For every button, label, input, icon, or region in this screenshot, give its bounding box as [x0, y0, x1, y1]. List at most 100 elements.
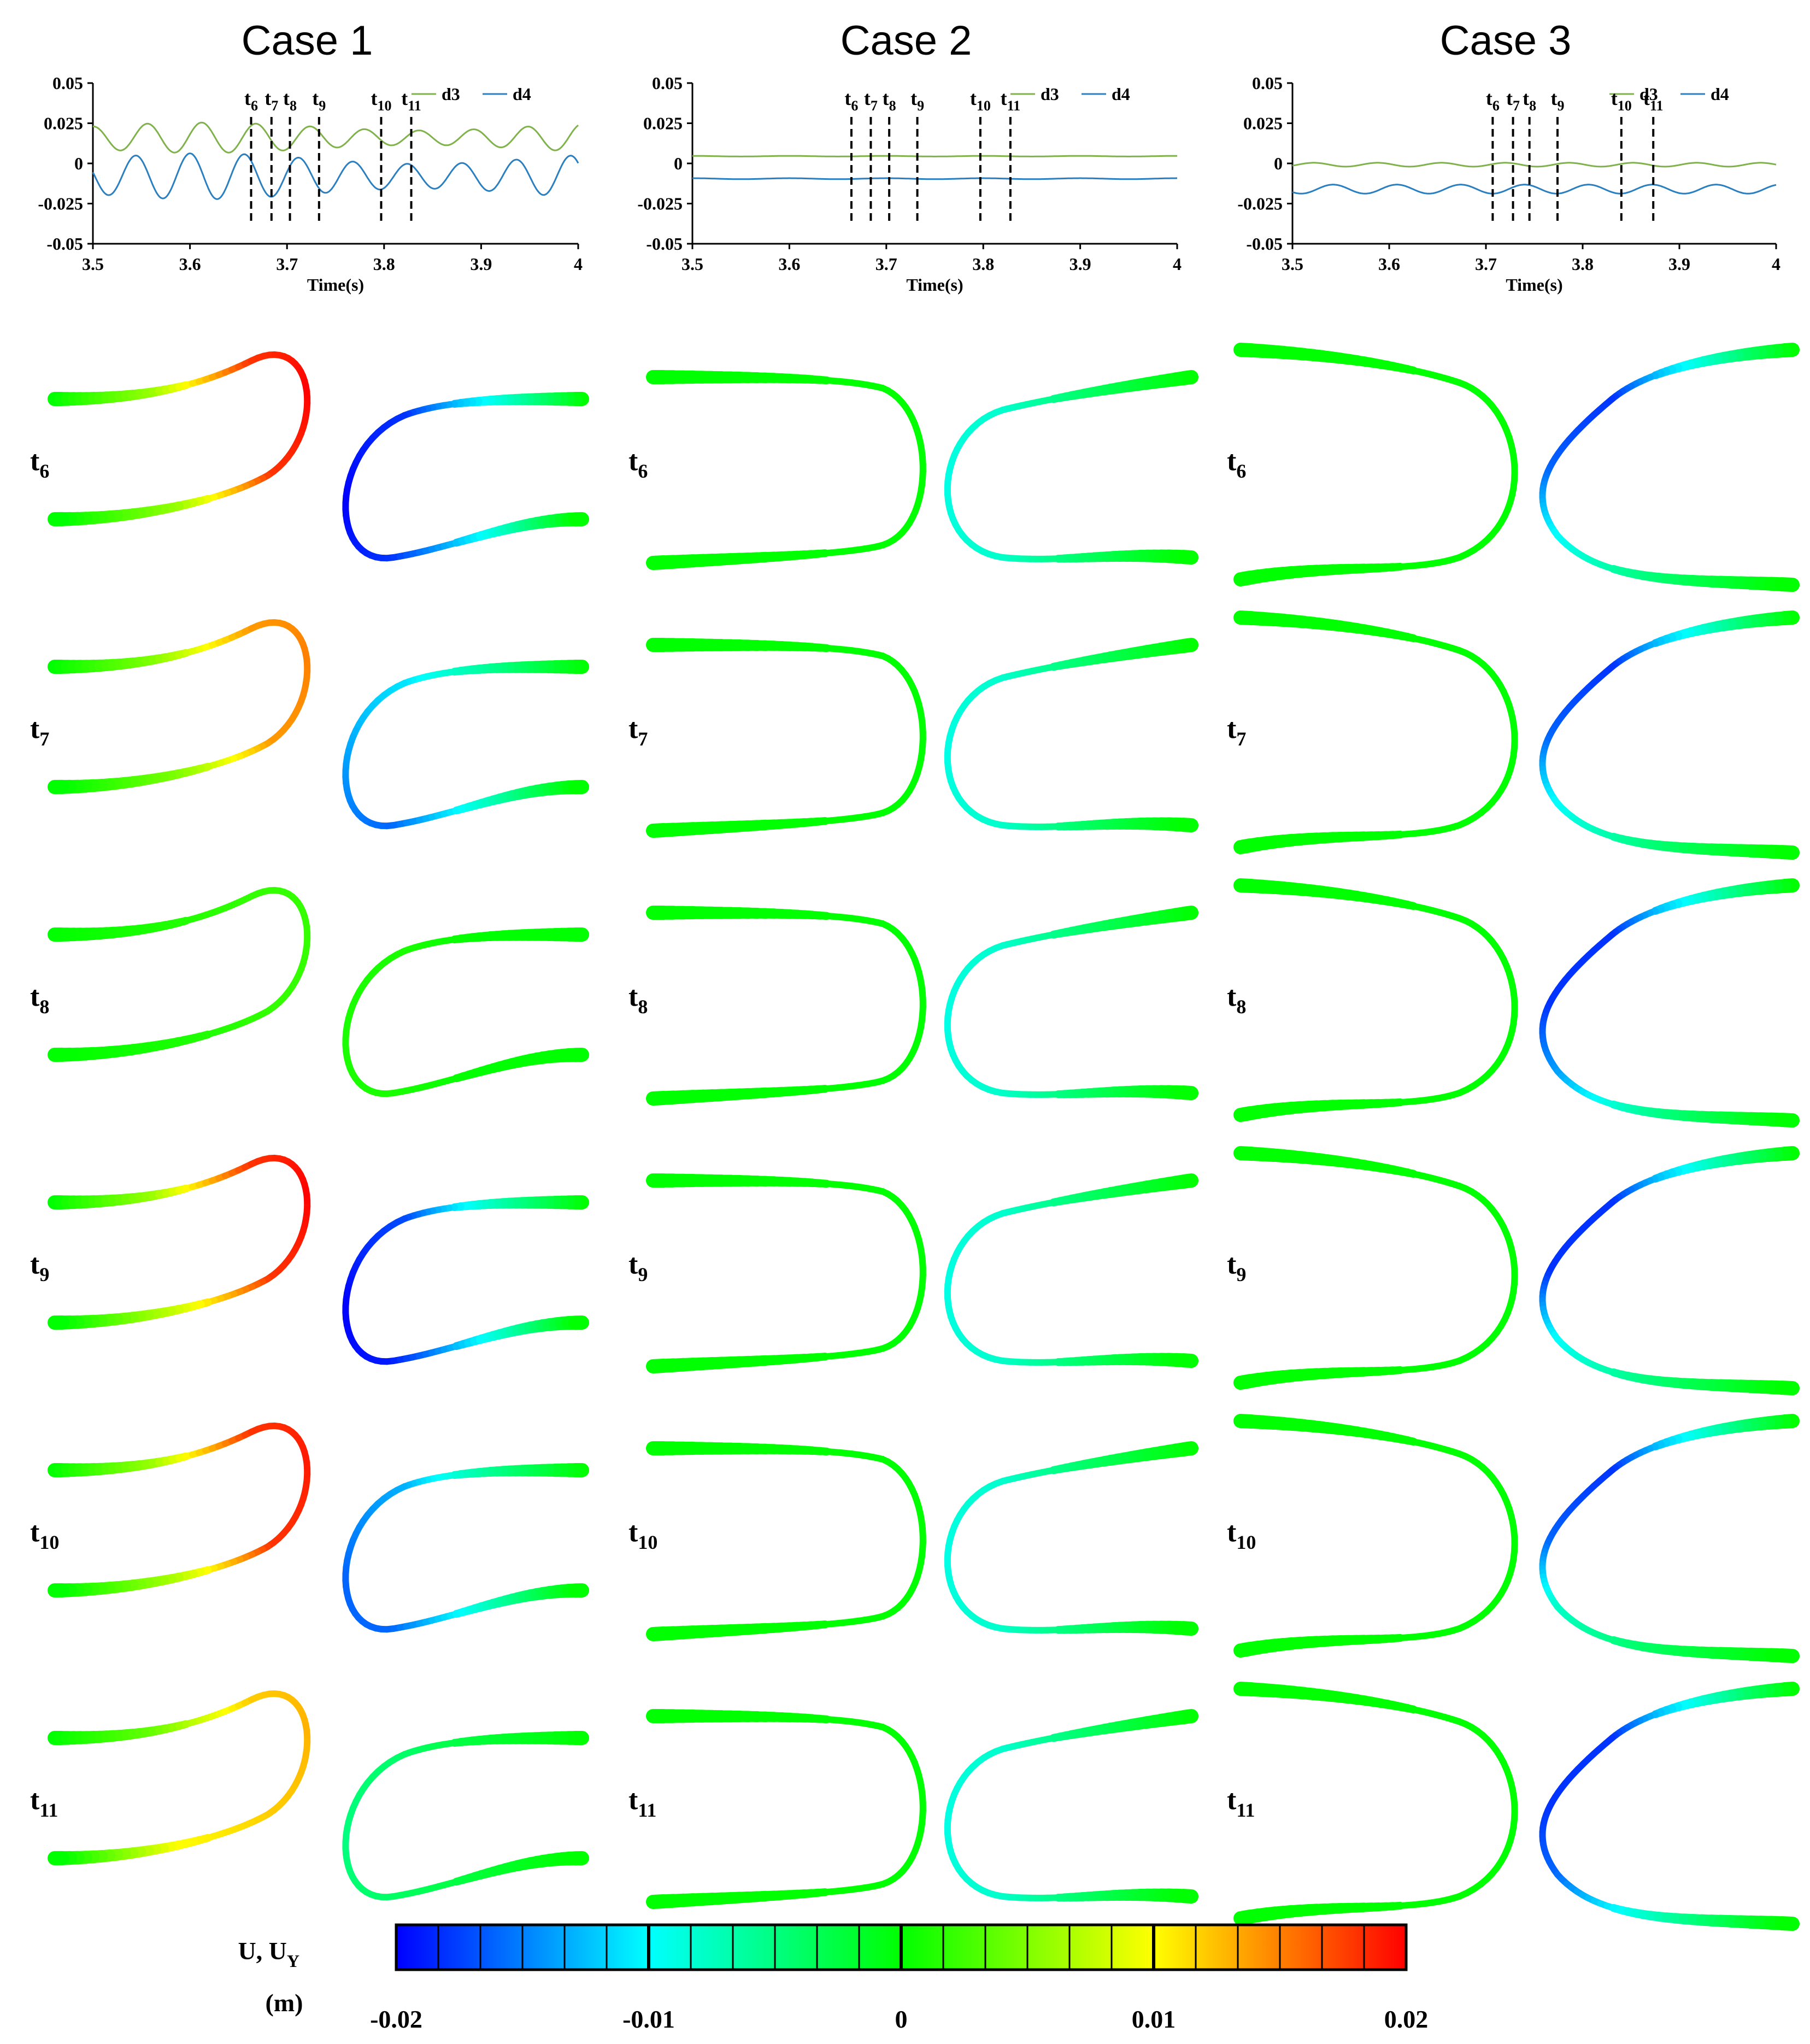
snapshot-time-label: t10 — [628, 1517, 657, 1553]
time-marker-label: t8 — [283, 87, 297, 114]
snapshot-row-5: t10 — [628, 1441, 1198, 1641]
time-marker-label: t10 — [371, 87, 391, 114]
snapshot-row-3: t8 — [1227, 878, 1800, 1127]
y-tick-label: 0 — [1274, 154, 1283, 173]
time-marker-label: t9 — [910, 87, 924, 114]
x-tick-label: 3.6 — [778, 254, 800, 274]
snapshot-time-label: t10 — [30, 1517, 59, 1553]
snapshot-row-1: t6 — [628, 370, 1198, 570]
beam-segment — [1233, 1106, 1256, 1122]
snapshot-row-1: t6 — [30, 351, 589, 562]
snapshot-time-label: t8 — [628, 981, 648, 1018]
snapshot-row-5: t10 — [1227, 1414, 1800, 1663]
case-3-time-plot: 0.05 0.025 0 -0.025 -0.053.5 3.6 3.7 3.8 3.9 4 Tim… — [1237, 73, 1780, 295]
snapshot-time-label: t11 — [628, 1784, 656, 1821]
snapshot-row-6: t11 — [30, 1690, 589, 1901]
snapshot-row-3: t8 — [30, 886, 589, 1097]
snapshot-time-label: t8 — [30, 981, 49, 1018]
colorbar-tick-label: 0.02 — [1384, 2005, 1429, 2033]
x-tick-label: 3.6 — [179, 254, 201, 274]
y-tick-label: -0.05 — [1246, 234, 1283, 254]
case-1-snapshots: t6 t7 t8 t9 t10 t11 — [30, 351, 589, 1901]
snapshot-time-label: t8 — [1227, 981, 1246, 1018]
legend-entry: d4 — [1711, 84, 1729, 104]
time-marker-label: t11 — [401, 87, 421, 114]
y-tick-label: 0.05 — [652, 73, 683, 93]
time-marker-label: t6 — [244, 87, 258, 114]
case-1-time-plot: 0.05 0.025 0 -0.025 -0.053.5 3.6 3.7 3.8 3.9 4 Tim… — [38, 73, 583, 295]
case-1-title: Case 1 — [242, 17, 373, 64]
time-marker-label: t11 — [1001, 87, 1021, 114]
snapshot-time-label: t6 — [30, 445, 49, 482]
colorbar-label: U, UY — [238, 1937, 299, 1971]
series-line-d4 — [692, 177, 1177, 180]
time-marker-label: t7 — [1506, 87, 1520, 114]
beam-segment — [1774, 845, 1800, 860]
y-tick-label: 0.05 — [1252, 73, 1283, 93]
beam-segment — [1176, 1621, 1198, 1636]
case-2-title: Case 2 — [841, 17, 972, 64]
snapshot-time-label: t7 — [628, 713, 648, 750]
y-tick-label: 0.025 — [1243, 114, 1283, 133]
y-tick-label: 0.05 — [52, 73, 83, 93]
colorbar-separators — [437, 1925, 1365, 1970]
snapshot-row-6: t11 — [628, 1709, 1198, 1909]
snapshot-time-label: t7 — [1227, 713, 1246, 750]
colorbar-tick-label: -0.02 — [370, 2005, 422, 2033]
beam-segment — [1233, 1642, 1256, 1658]
series-line-d4 — [92, 152, 579, 200]
case-2-time-plot: 0.05 0.025 0 -0.025 -0.053.5 3.6 3.7 3.8 3.9 4 Tim… — [637, 73, 1182, 295]
x-tick-label: 3.9 — [470, 254, 492, 274]
y-tick-label: 0.025 — [44, 114, 83, 133]
snapshot-row-2: t7 — [628, 638, 1198, 838]
snapshot-time-label: t11 — [30, 1784, 58, 1821]
snapshot-row-3: t8 — [628, 906, 1198, 1106]
x-tick-label: 3.7 — [276, 254, 298, 274]
x-tick-label: 3.5 — [681, 254, 703, 274]
series-line-d3 — [93, 121, 579, 154]
time-marker-label: t11 — [1643, 87, 1664, 114]
beam-segment — [1233, 571, 1256, 586]
y-tick-label: -0.05 — [646, 234, 683, 254]
beam-segment — [1233, 1374, 1256, 1390]
case-3-title: Case 3 — [1440, 17, 1572, 64]
x-axis-label: Time(s) — [307, 275, 364, 295]
x-axis-label: Time(s) — [1506, 275, 1562, 295]
x-tick-label: 3.8 — [373, 254, 395, 274]
beam-segment — [1233, 838, 1256, 854]
beam-segment — [646, 555, 671, 570]
colorbar-unit: (m) — [266, 1989, 303, 2017]
y-tick-label: -0.05 — [46, 234, 83, 254]
colorbar-tick-label: -0.01 — [622, 2005, 675, 2033]
snapshot-time-label: t6 — [628, 445, 648, 482]
time-marker-label: t8 — [1523, 87, 1536, 114]
snapshot-row-2: t7 — [30, 619, 589, 830]
legend-entry: d3 — [442, 84, 460, 104]
time-marker-label: t6 — [844, 87, 858, 114]
case-3-snapshots: t6 t7 t8 t9 t10 t11 — [1227, 343, 1800, 1931]
snapshot-row-2: t7 — [1227, 610, 1800, 860]
x-tick-label: 3.5 — [1282, 254, 1303, 274]
snapshot-time-label: t7 — [30, 713, 49, 750]
time-marker-label: t10 — [970, 87, 991, 114]
x-tick-label: 3.9 — [1668, 254, 1690, 274]
colorbar-tick-label: 0 — [895, 2005, 908, 2033]
legend-entry: d4 — [513, 84, 531, 104]
y-tick-label: -0.025 — [637, 194, 683, 214]
x-tick-label: 3.7 — [1475, 254, 1497, 274]
snapshot-time-label: t9 — [30, 1249, 49, 1285]
snapshot-time-label: t9 — [1227, 1249, 1246, 1285]
colorbar: U, UY (m) -0.02 -0.01 0 0.01 0.02 — [238, 1923, 1429, 2033]
snapshot-row-5: t10 — [30, 1422, 589, 1633]
beam-segment — [646, 823, 671, 838]
beam-segment — [646, 1091, 671, 1106]
x-axis-label: Time(s) — [906, 275, 963, 295]
snapshot-time-label: t10 — [1227, 1517, 1256, 1553]
beam-segment — [646, 1894, 671, 1909]
legend-entry: d3 — [1041, 84, 1059, 104]
snapshot-row-6: t11 — [1227, 1682, 1800, 1931]
time-marker-label: t10 — [1611, 87, 1632, 114]
y-tick-label: 0 — [674, 154, 683, 173]
x-tick-label: 4 — [1772, 254, 1780, 274]
